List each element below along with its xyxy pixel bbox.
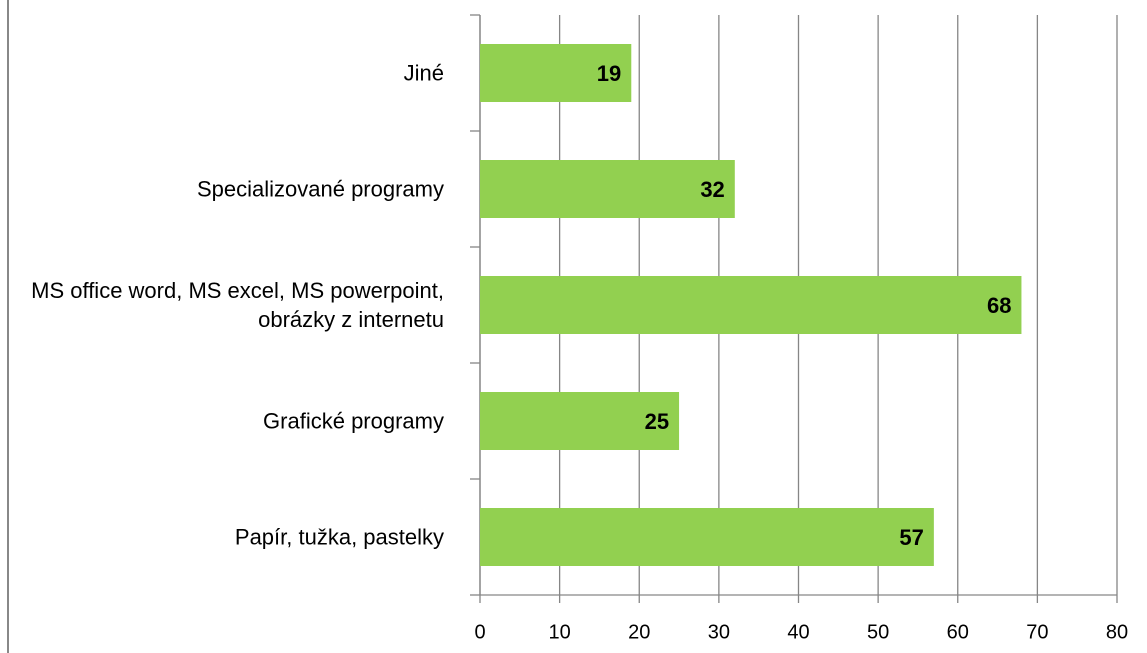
value-label: 19 [597,61,621,86]
value-label: 68 [987,293,1011,318]
y-tick-label: Specializované programy [196,176,444,202]
y-tick-label: Papír, tužka, pastelky [234,524,444,550]
x-tick-label: 50 [867,621,889,643]
bar [480,276,1022,334]
x-tick-label: 10 [549,621,571,643]
x-tick-label: 20 [628,621,650,643]
y-tick-label: Grafické programy [263,408,444,434]
bar [480,160,735,218]
bar [480,44,632,102]
y-tick-label: Jiné [403,60,444,86]
bar [480,392,680,450]
x-tick-label: 30 [708,621,730,643]
bar [480,508,934,566]
x-tick-label: 40 [787,621,809,643]
x-tick-label: 0 [474,621,485,643]
value-label: 32 [700,177,724,202]
y-tick-label: MS office word, MS excel, MS powerpoint,… [31,278,444,332]
x-tick-label: 70 [1026,621,1048,643]
x-tick-label: 80 [1106,621,1128,643]
value-label: 25 [645,409,669,434]
x-tick-label: 60 [947,621,969,643]
value-label: 57 [899,525,923,550]
